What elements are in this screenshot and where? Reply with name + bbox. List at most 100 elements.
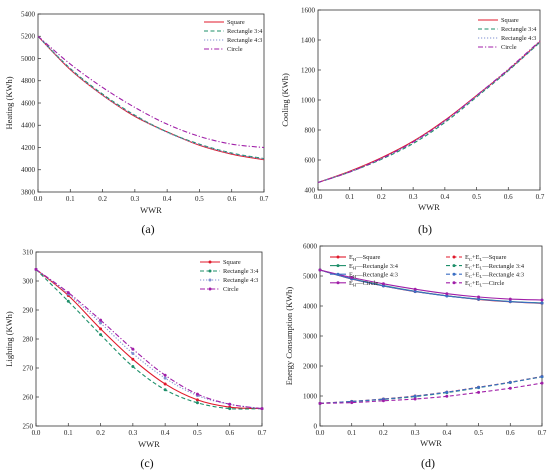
legend-label-part: C (469, 274, 472, 279)
legend-label: Circle (501, 44, 517, 51)
series-line (37, 35, 265, 160)
y-tick-label: 4000 (303, 302, 318, 310)
data-point (540, 301, 544, 305)
data-point (228, 402, 232, 406)
legend-label-part: E (349, 254, 353, 261)
y-axis-label: Cooling (KWh) (280, 73, 290, 127)
y-tick-label: 1000 (303, 392, 318, 400)
x-tick-label: 0.0 (314, 193, 323, 201)
panel-caption: (d) (421, 456, 435, 470)
legend-label-part: E (465, 254, 469, 261)
data-point (228, 407, 232, 411)
series-line (37, 35, 265, 160)
legend-label: EH—Circle (349, 280, 378, 288)
y-tick-label: 4400 (21, 122, 36, 130)
legend-label: Square (223, 259, 241, 266)
legend-label-part: C (469, 283, 472, 288)
legend-label: Rectangle 3:4 (223, 268, 259, 275)
legend-marker (336, 264, 340, 268)
series-line (319, 269, 543, 304)
legend-label-part: +E (472, 271, 480, 278)
y-tick-label: 400 (305, 186, 316, 194)
data-point (99, 327, 103, 331)
data-point (131, 365, 135, 369)
y-tick-label: 3800 (21, 188, 36, 196)
data-point (413, 397, 417, 401)
legend-marker (208, 269, 212, 273)
y-tick-label: 2000 (303, 362, 318, 370)
y-tick-label: 4600 (21, 99, 36, 107)
data-point (477, 385, 481, 389)
data-point (540, 381, 544, 385)
legend-label-part: H (353, 283, 357, 288)
y-tick-label: 5400 (21, 10, 36, 18)
legend-label-part: H (353, 274, 357, 279)
data-point (445, 292, 449, 296)
y-tick-label: 3000 (303, 332, 318, 340)
y-tick-label: 0 (314, 422, 318, 430)
legend-label: Rectangle 3:4 (227, 28, 263, 35)
data-point (508, 300, 512, 304)
y-tick-label: 4200 (21, 144, 36, 152)
legend-label-part: E (465, 263, 469, 270)
x-tick-label: 0.3 (130, 195, 139, 203)
data-point (381, 399, 385, 403)
y-axis-label: Heating (KWh) (4, 76, 14, 129)
x-tick-label: 0.1 (66, 195, 75, 203)
legend-label: Rectangle 3:4 (501, 26, 537, 33)
data-point (413, 394, 417, 398)
x-tick-label: 0.0 (32, 429, 41, 437)
legend-label-part: E (349, 271, 353, 278)
x-axis-label: WWR (138, 439, 160, 449)
x-tick-label: 0.5 (474, 429, 483, 437)
data-point (163, 376, 167, 380)
legend-label: EC+EL—Square (465, 254, 507, 262)
y-tick-label: 600 (305, 156, 316, 164)
series-line (319, 376, 543, 404)
x-tick-label: 0.6 (504, 193, 513, 201)
y-tick-label: 4800 (21, 77, 36, 85)
series-line (317, 41, 541, 184)
data-point (163, 373, 167, 377)
panel-c-lighting: 0.0 0.1 0.2 0.3 0.4 0.5 0.6 0.7 250 260 270 280 290 3… (4, 248, 267, 470)
data-point (445, 390, 449, 394)
data-point (163, 388, 167, 392)
data-point (195, 401, 199, 405)
y-tick-label: 310 (23, 248, 34, 256)
series-line (35, 268, 263, 410)
legend-label-part: H (353, 265, 357, 270)
data-point (477, 297, 481, 301)
data-point (445, 294, 449, 298)
x-tick-label: 0.6 (227, 195, 236, 203)
legend-marker (452, 272, 456, 276)
series-line (317, 41, 541, 184)
legend-label: Rectangle 4:3 (501, 35, 536, 42)
x-tick-label: 0.7 (538, 429, 547, 437)
data-point (318, 268, 322, 272)
x-tick-label: 0.1 (64, 429, 73, 437)
x-tick-label: 0.4 (442, 429, 451, 437)
legend-marker (336, 255, 340, 259)
x-tick-label: 0.4 (161, 429, 170, 437)
y-axis-label: Lighting (KWh) (4, 311, 14, 367)
legend-label-part: —Circle (481, 280, 504, 287)
data-point (195, 398, 199, 402)
y-tick-label: 4000 (21, 166, 36, 174)
legend-label: Square (227, 19, 245, 26)
legend-label-part: —Square (355, 254, 380, 261)
panel-caption: (b) (418, 222, 432, 236)
data-point (99, 321, 103, 325)
data-point (34, 267, 38, 271)
data-point (540, 298, 544, 302)
series-line (319, 269, 543, 301)
legend-label-part: —Rectangle 4:3 (355, 271, 398, 278)
legend-label: EC+EL—Circle (465, 280, 504, 288)
data-point (508, 386, 512, 390)
x-tick-label: 0.5 (472, 193, 481, 201)
panel-caption: (c) (140, 456, 153, 470)
legend-marker (336, 281, 340, 285)
y-tick-label: 5200 (21, 33, 36, 41)
data-point (381, 282, 385, 286)
legend-marker (208, 287, 212, 291)
y-tick-label: 5000 (21, 55, 36, 63)
